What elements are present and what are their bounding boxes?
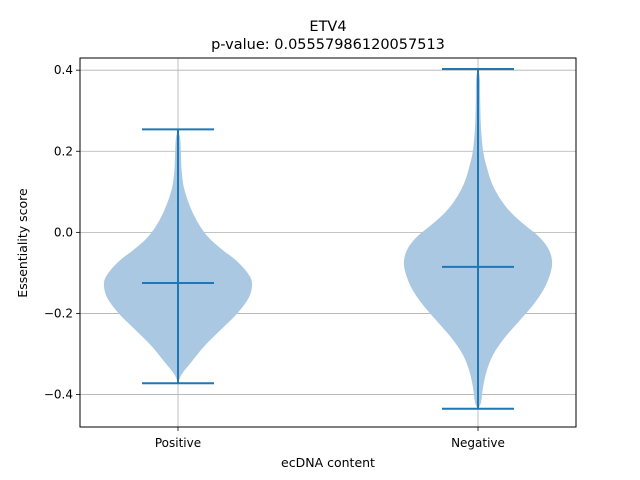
- x-axis-label: ecDNA content: [281, 455, 375, 470]
- x-ticks: Positive Negative: [155, 427, 505, 450]
- violins: [103, 67, 553, 410]
- y-axis-label: Essentiality score: [15, 188, 30, 298]
- x-tick-label-positive: Positive: [155, 436, 201, 450]
- y-tick-label: 0.0: [54, 225, 73, 239]
- y-tick-label: 0.2: [54, 144, 73, 158]
- y-ticks: −0.4 −0.2 0.0 0.2 0.4: [44, 63, 80, 402]
- y-tick-label: −0.4: [44, 388, 73, 402]
- axes-frame: [79, 57, 577, 428]
- chart-subtitle: p-value: 0.05557986120057513: [211, 37, 445, 53]
- x-tick-label-negative: Negative: [451, 436, 505, 450]
- y-tick-label: 0.4: [54, 63, 73, 77]
- chart-title: ETV4: [309, 19, 346, 35]
- y-tick-label: −0.2: [44, 306, 73, 320]
